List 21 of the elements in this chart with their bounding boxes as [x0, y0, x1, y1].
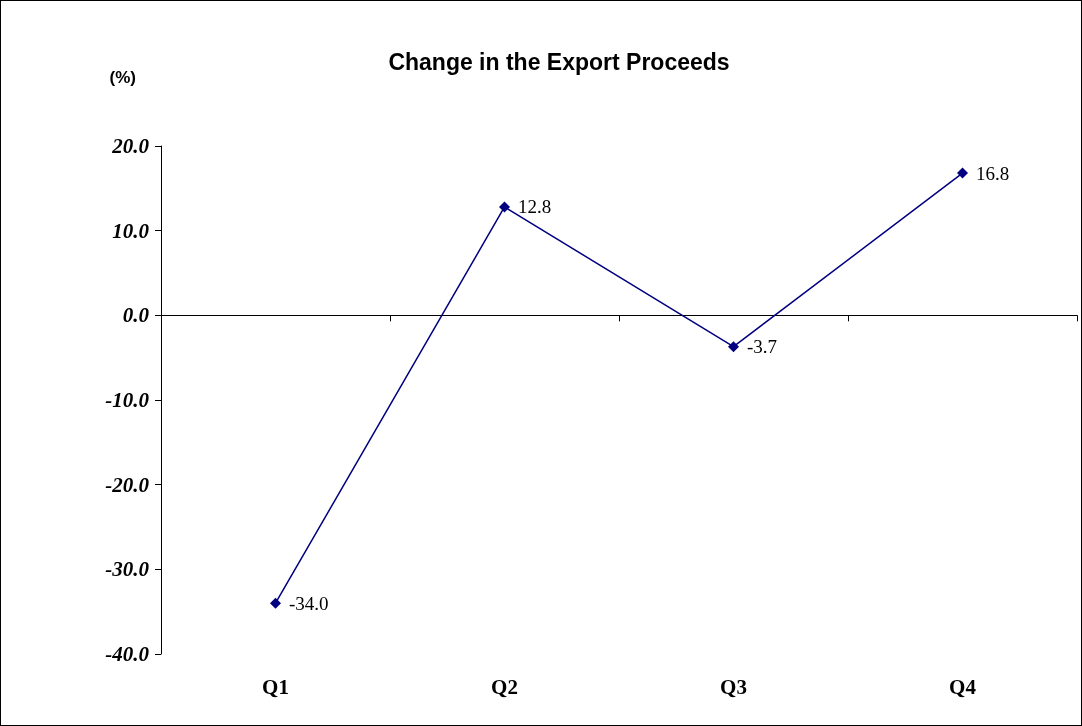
x-tick-label: Q1: [262, 674, 289, 699]
y-tick-label: -30.0: [105, 557, 150, 582]
y-tick-label: 0.0: [122, 303, 150, 328]
x-tick-label: Q3: [720, 674, 747, 699]
x-tick-label: Q4: [949, 674, 977, 699]
data-label: -34.0: [289, 592, 329, 614]
point: [957, 167, 968, 179]
data-label: -3.7: [747, 336, 778, 358]
y-axis-title: (%): [109, 68, 136, 87]
point: [499, 201, 510, 213]
chart-title: Change in the Export Proceeds: [388, 48, 730, 75]
y-tick-label: -10.0: [105, 388, 150, 412]
y-tick-label: -40.0: [105, 642, 150, 666]
y-tick-label: 20.0: [111, 134, 150, 158]
y-tick-label: -20.0: [105, 472, 150, 497]
y-tick-label: 10.0: [112, 218, 150, 243]
point: [270, 597, 281, 609]
data-label: 12.8: [518, 196, 552, 218]
point: [728, 341, 739, 353]
x-tick-label: Q2: [491, 674, 518, 699]
data-label: 16.8: [976, 162, 1010, 184]
